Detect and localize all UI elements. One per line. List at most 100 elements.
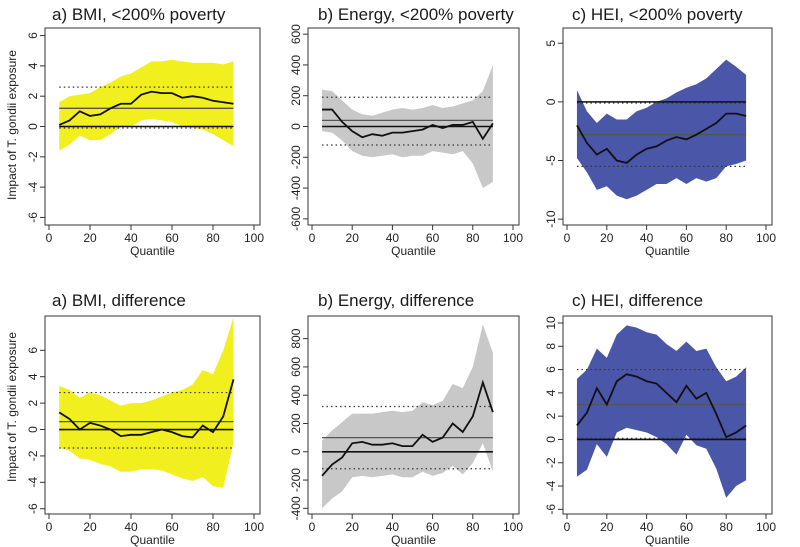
confidence-band [576,325,747,498]
x-tick-label: 0 [46,520,53,534]
y-tick-label: 4 [544,389,558,396]
x-tick-label: 60 [165,520,179,534]
x-tick-label: 80 [466,520,480,534]
x-axis-title: Quantile [391,244,436,258]
x-tick-label: 60 [165,231,179,245]
estimate-line [576,373,747,439]
x-tick-label: 0 [309,231,316,245]
x-tick-label: 20 [83,520,97,534]
y-tick-label: 4 [26,62,40,69]
panel-energy-poverty: 0 20 40 60 80 100 -600 -400 -200 0 200 400 600 Quanti… [289,5,523,258]
x-tick-label: 60 [680,231,694,245]
y-tick-label: -10 [544,210,558,228]
x-axis-title: Quantile [130,244,175,258]
y-tick-label: -400 [289,496,303,520]
y-tick-label: 0 [26,123,40,130]
x-tick-label: 60 [426,520,440,534]
y-tick-label: -6 [26,503,40,514]
estimate-line [58,379,235,439]
panel-title: c) HEI, difference [572,291,703,310]
y-tick-label: -200 [289,468,303,492]
x-tick-label: 80 [720,520,734,534]
y-tick-label: -4 [26,477,40,488]
y-tick-label: 2 [26,399,40,406]
y-tick-label: 5 [544,40,558,47]
y-axis-title-bottom: Impact of T. gondii exposure [5,332,19,482]
y-tick-label: 2 [544,413,558,420]
x-tick-label: 60 [426,231,440,245]
estimate-line [321,379,494,477]
x-tick-label: 0 [309,520,316,534]
y-tick-label: -2 [26,151,40,162]
x-tick-label: 80 [206,231,220,245]
y-tick-label: 0 [544,98,558,105]
y-tick-label: -200 [289,145,303,169]
x-tick-label: 20 [346,231,360,245]
x-tick-label: 100 [503,520,523,534]
x-tick-label: 100 [756,231,776,245]
y-tick-label: 0 [289,448,303,455]
x-tick-label: 80 [720,231,734,245]
y-tick-label: -600 [289,207,303,231]
x-tick-label: 40 [386,231,400,245]
y-tick-label: -5 [544,155,558,166]
estimate-line [576,112,747,164]
panel-bmi-poverty: 0 20 40 60 80 100 -6 -4 -2 0 2 4 6 Quantile a) BMI, <2… [26,5,264,258]
panel-title: a) BMI, difference [52,291,186,310]
x-axis-title: Quantile [645,244,690,258]
y-tick-label: -2 [26,450,40,461]
y-tick-label: 0 [544,436,558,443]
x-tick-label: 80 [466,231,480,245]
y-tick-label: -6 [26,212,40,223]
x-tick-label: 40 [386,520,400,534]
y-tick-label: 10 [544,316,558,330]
y-tick-label: 4 [26,373,40,380]
y-tick-label: 8 [544,343,558,350]
x-tick-label: 100 [756,520,776,534]
panel-title: b) Energy, <200% poverty [318,5,514,24]
y-tick-label: -2 [544,457,558,468]
y-tick-label: -4 [26,181,40,192]
estimate-line [58,90,234,126]
y-tick-label: 400 [289,55,303,75]
x-tick-label: 80 [206,520,220,534]
x-tick-label: 40 [124,520,138,534]
confidence-band [59,59,234,151]
y-tick-label: -4 [544,480,558,491]
x-tick-label: 20 [346,520,360,534]
x-axis-title: Quantile [130,533,175,547]
x-tick-label: 40 [640,231,654,245]
y-tick-label: 6 [26,32,40,39]
confidence-band [59,317,234,488]
y-tick-label: 6 [544,366,558,373]
x-tick-label: 20 [600,520,614,534]
y-tick-label: 200 [289,413,303,433]
y-tick-label: 2 [26,93,40,100]
x-tick-label: 100 [244,231,264,245]
y-tick-label: 800 [289,328,303,348]
y-tick-label: 0 [289,123,303,130]
y-tick-label: -6 [544,504,558,515]
panel-title: a) BMI, <200% poverty [52,5,226,24]
x-tick-label: 100 [503,231,523,245]
x-tick-label: 0 [564,520,571,534]
x-tick-label: 60 [680,520,694,534]
confidence-band [322,324,493,509]
y-tick-label: -400 [289,176,303,200]
y-axis-title-top: Impact of T. gondii exposure [5,50,19,200]
x-tick-label: 20 [600,231,614,245]
x-tick-label: 0 [564,231,571,245]
confidence-band [576,59,747,200]
x-tick-label: 20 [83,231,97,245]
x-tick-label: 100 [244,520,264,534]
y-tick-label: 200 [289,85,303,105]
x-tick-label: 40 [640,520,654,534]
y-tick-label: 6 [26,347,40,354]
x-tick-label: 0 [46,231,53,245]
estimate-line [322,108,494,141]
y-tick-label: 600 [289,24,303,44]
panel-title: b) Energy, difference [318,291,474,310]
panel-hei-poverty: 0 20 40 60 80 100 -10 -5 0 5 Quantile c) HEI, <200%… [544,5,776,258]
panel-hei-difference: 0 20 40 60 80 100 -6 -4 -2 0 2 4 6 8 10 Quantile c) HEI,… [544,291,776,547]
